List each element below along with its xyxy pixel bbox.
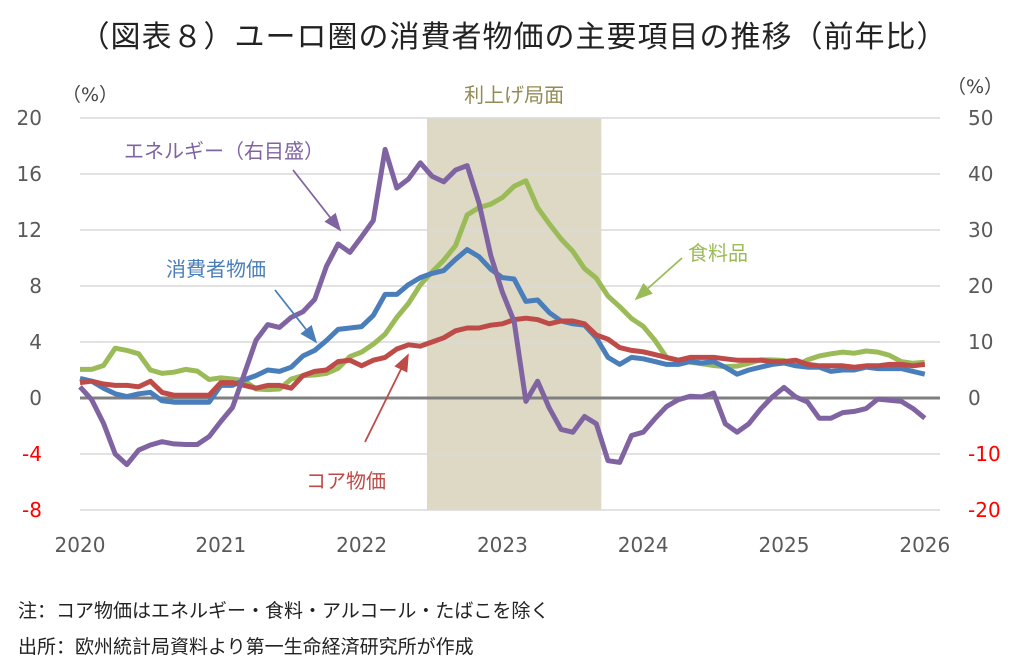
right-tick-label: 0 bbox=[968, 386, 981, 410]
x-tick-label: 2024 bbox=[618, 533, 669, 557]
footnote-note: 注：コア物価はエネルギー・食料・アルコール・たばこを除く bbox=[18, 600, 550, 622]
left-axis-unit: （%） bbox=[62, 84, 119, 106]
right-axis-unit: （%） bbox=[947, 76, 1004, 98]
chart-title: （図表８）ユーロ圏の消費者物価の主要項目の推移（前年比） bbox=[79, 20, 948, 55]
series-core-label: コア物価 bbox=[306, 469, 386, 493]
series-cpi-arrow bbox=[274, 289, 318, 344]
left-tick-label: 4 bbox=[29, 330, 42, 354]
series-food-label: 食料品 bbox=[688, 241, 748, 265]
right-tick-label: -20 bbox=[968, 498, 1001, 522]
shaded-period-label: 利上げ局面 bbox=[464, 83, 564, 107]
series-core-line bbox=[79, 315, 926, 398]
series-core-arrow bbox=[364, 353, 409, 443]
series-energy-label: エネルギー（右目盛） bbox=[124, 139, 324, 163]
left-tick-label: 20 bbox=[17, 106, 42, 130]
left-tick-label: -8 bbox=[22, 498, 42, 522]
x-tick-label: 2026 bbox=[899, 533, 950, 557]
left-tick-label: 8 bbox=[29, 274, 42, 298]
right-tick-label: 10 bbox=[968, 330, 993, 354]
series-energy-arrow bbox=[292, 169, 342, 232]
right-tick-label: 40 bbox=[968, 162, 993, 186]
left-tick-label: 12 bbox=[17, 218, 42, 242]
series-energy-line bbox=[78, 146, 927, 468]
x-tick-label: 2025 bbox=[759, 533, 810, 557]
left-tick-label: 0 bbox=[29, 386, 42, 410]
x-tick-label: 2020 bbox=[55, 533, 106, 557]
right-tick-label: 50 bbox=[968, 106, 993, 130]
series-food-arrow bbox=[634, 257, 683, 301]
right-tick-label: 20 bbox=[968, 274, 993, 298]
shaded-period bbox=[427, 118, 602, 510]
left-tick-label: 16 bbox=[17, 162, 42, 186]
x-tick-label: 2023 bbox=[477, 533, 528, 557]
footnote-source: 出所：欧州統計局資料より第一生命経済研究所が作成 bbox=[18, 636, 474, 658]
series-cpi-label: 消費者物価 bbox=[166, 257, 266, 281]
x-tick-label: 2021 bbox=[195, 533, 246, 557]
right-tick-label: -10 bbox=[968, 442, 1001, 466]
x-tick-label: 2022 bbox=[336, 533, 387, 557]
right-tick-label: 30 bbox=[968, 218, 993, 242]
left-tick-label: -4 bbox=[22, 442, 42, 466]
